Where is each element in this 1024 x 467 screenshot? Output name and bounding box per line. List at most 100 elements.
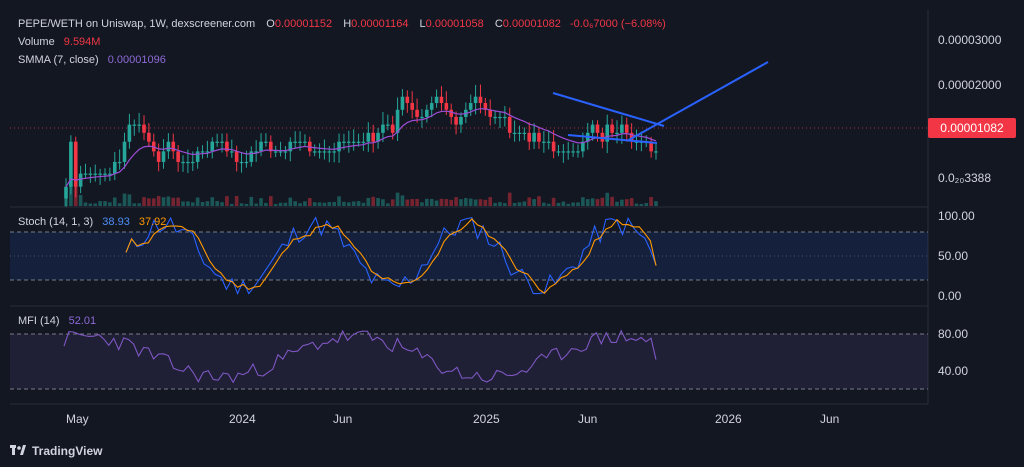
change-value: -0.0₆7000 (−6.08%) (569, 18, 666, 30)
volume-bar (590, 198, 595, 206)
tradingview-branding[interactable]: TradingView (10, 444, 102, 458)
volume-bar (156, 196, 161, 206)
candle-body (229, 151, 234, 153)
volume-bar (347, 202, 351, 206)
candle-body (303, 141, 307, 143)
volume-bar (127, 194, 132, 206)
volume-bar (483, 199, 488, 206)
volume-bar (390, 199, 395, 206)
volume-bar (517, 202, 522, 206)
volume-bar (176, 197, 180, 206)
volume-bar (488, 197, 493, 206)
volume-bar (595, 199, 600, 206)
candle-body (337, 141, 341, 152)
stoch-d-line (125, 218, 657, 294)
volume-bar (215, 201, 219, 206)
candle-body (381, 124, 385, 133)
stoch-k-value: 38.93 (102, 216, 130, 228)
candle-body (649, 141, 653, 152)
volume-bar (444, 199, 449, 206)
last-price-tag: 0.00001082 (928, 118, 1016, 138)
candle-body (127, 124, 132, 142)
time-tick-2025: 2025 (473, 412, 500, 426)
open-value: 0.00001152 (274, 18, 333, 30)
candle-body (366, 132, 371, 142)
volume-bar (351, 201, 356, 206)
volume-bar (259, 198, 263, 206)
candle-body (73, 141, 78, 187)
candle-body (308, 141, 312, 152)
candle-body (93, 173, 98, 175)
volume-bar (273, 203, 278, 206)
volume-bar (278, 202, 283, 206)
stoch-label: Stoch (14, 1, 3) (18, 216, 94, 228)
volume-bar (312, 202, 317, 206)
volume-bar (64, 197, 68, 206)
candle-body (181, 161, 185, 164)
candle-body (507, 116, 512, 133)
candle-body (195, 151, 200, 162)
candle-body (108, 173, 112, 175)
candle-body (400, 96, 405, 110)
volume-bar (581, 197, 585, 206)
legend-volume: Volume 9.594M (18, 36, 102, 49)
volume-bar (337, 196, 341, 206)
volume-bar (493, 203, 497, 206)
volume-bar (210, 197, 215, 206)
volume-bar (537, 196, 541, 206)
volume-bar (327, 202, 332, 206)
volume-bar (507, 192, 512, 206)
trendline-projection (626, 61, 769, 142)
volume-bar (503, 203, 507, 206)
volume-bar (117, 203, 122, 206)
mfi-band (10, 334, 928, 389)
candle-body (415, 109, 419, 117)
candle-body (268, 141, 273, 152)
volume-bar (629, 198, 634, 206)
volume-bar (268, 196, 273, 206)
candle-body (322, 151, 327, 153)
candle-body (147, 132, 151, 142)
volume-bar (317, 202, 322, 206)
candle-body (234, 151, 239, 162)
volume-bar (425, 198, 429, 206)
close-value: 0.00001082 (502, 18, 561, 30)
time-tick-jun-2: Jun (578, 412, 598, 426)
candle-body (527, 132, 532, 142)
candle-body (629, 132, 634, 142)
volume-bar (566, 203, 571, 206)
volume-bar (356, 201, 361, 206)
candle-body (478, 96, 483, 104)
stoch-d-value: 37.92 (138, 216, 167, 228)
mfi-line (63, 329, 657, 384)
legend-mfi: MFI (14) 52.01 (18, 315, 98, 328)
candle-body (356, 141, 361, 143)
high-value: 0.00001164 (351, 18, 409, 30)
candle-body (166, 141, 171, 152)
volume-bar (415, 198, 419, 206)
volume-bar (220, 202, 224, 206)
volume-bar (244, 203, 249, 206)
candle-body (215, 141, 219, 143)
volume-bar (366, 197, 371, 206)
high-label: H (343, 18, 352, 30)
candle-body (581, 141, 585, 152)
legend-smma: SMMA (7, close) 0.00001096 (18, 54, 168, 67)
candle-body (376, 132, 380, 142)
volume-bar (342, 201, 346, 206)
volume-bar (190, 202, 195, 206)
candle-body (312, 151, 317, 153)
mfi-value: 52.01 (68, 315, 97, 327)
volume-bar (166, 196, 171, 206)
volume-bar (542, 202, 546, 206)
candle-body (483, 103, 488, 110)
candle-body (459, 116, 463, 125)
candle-body (278, 151, 283, 153)
candle-body (620, 124, 624, 133)
candle-body (98, 173, 102, 175)
candle-body (532, 132, 536, 142)
volume-bar (551, 197, 556, 206)
candle-body (83, 173, 88, 175)
volume-bar (429, 198, 434, 206)
